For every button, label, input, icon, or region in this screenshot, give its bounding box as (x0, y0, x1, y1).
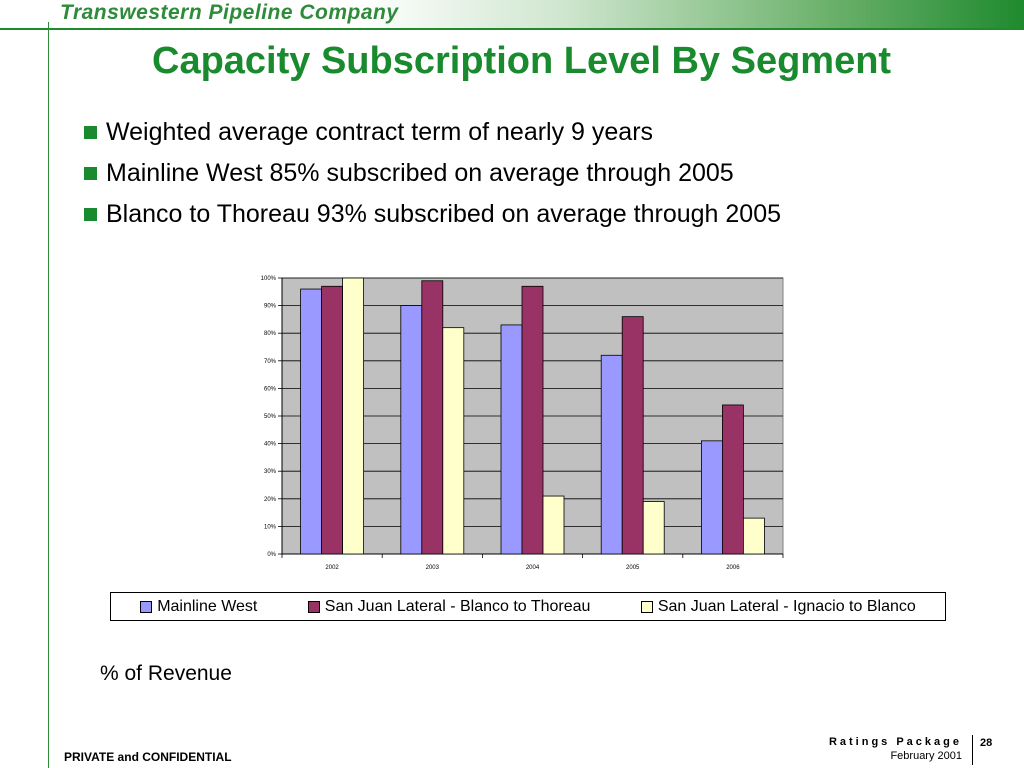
bar (300, 288, 322, 555)
square-bullet-icon (84, 208, 97, 221)
left-rule (48, 22, 49, 768)
y-tick-label: 30% (264, 469, 277, 475)
bar (621, 316, 644, 555)
header-band (0, 0, 1024, 30)
header-band-line (0, 28, 1024, 30)
y-tick-label: 40% (264, 442, 277, 448)
x-tick-label: 2005 (626, 565, 640, 571)
legend-swatch (307, 600, 320, 613)
bar (442, 327, 465, 555)
x-tick-label: 2006 (726, 565, 740, 571)
y-tick-label: 60% (264, 386, 277, 392)
company-name: Transwestern Pipeline Company (60, 1, 399, 24)
legend-swatch (640, 600, 653, 613)
bar (721, 404, 744, 555)
bar (743, 517, 765, 555)
slide-title: Capacity Subscription Level By Segment (152, 40, 892, 82)
bar (542, 495, 565, 555)
x-tick-label: 2004 (526, 565, 540, 571)
bullet-text: Mainline West 85% subscribed on average … (106, 159, 734, 187)
footer-package-block: Ratings Package February 2001 (829, 736, 962, 762)
y-tick-label: 10% (264, 524, 277, 530)
bar (342, 277, 364, 555)
y-tick-label: 20% (264, 497, 277, 503)
bullet-text: Weighted average contract term of nearly… (106, 118, 654, 146)
legend-label: San Juan Lateral - Blanco to Thoreau (324, 597, 591, 615)
footer-divider (972, 735, 973, 765)
confidential-label: PRIVATE and CONFIDENTIAL (64, 750, 232, 764)
bar (700, 440, 723, 555)
legend-item: Mainline West (140, 598, 257, 616)
y-tick-label: 80% (264, 331, 277, 337)
bar (642, 501, 665, 555)
y-tick-label: 0% (267, 552, 276, 558)
bar-chart: 0% 10% 20% 30% 40% 50% 60% 70% 80% 90% 100% 2002 200… (261, 276, 784, 571)
bullet-item: Mainline West 85% subscribed on average … (84, 153, 781, 194)
page-number: 28 (980, 737, 993, 749)
bullet-item: Blanco to Thoreau 93% subscribed on aver… (84, 194, 781, 235)
chart-caption: % of Revenue (100, 662, 232, 685)
x-tick-label: 2002 (325, 565, 339, 571)
legend-item: San Juan Lateral - Blanco to Thoreau (307, 597, 591, 616)
footer-date: February 2001 (890, 750, 962, 762)
bullet-list: Weighted average contract term of nearly… (84, 112, 781, 235)
bar (600, 354, 623, 555)
x-tick-label: 2003 (426, 565, 440, 571)
square-bullet-icon (84, 126, 97, 139)
legend-label: San Juan Lateral - Ignacio to Blanco (657, 597, 916, 615)
bar (321, 285, 343, 555)
bar (500, 324, 523, 555)
y-tick-label: 70% (264, 359, 277, 365)
legend-swatch (140, 600, 153, 613)
bullet-item: Weighted average contract term of nearly… (84, 112, 781, 153)
chart-legend: Mainline West San Juan Lateral - Blanco … (110, 592, 946, 621)
legend-label: Mainline West (157, 597, 258, 615)
bullet-text: Blanco to Thoreau 93% subscribed on aver… (106, 200, 782, 228)
package-label: Ratings Package (828, 736, 962, 748)
square-bullet-icon (84, 167, 97, 180)
bar (421, 280, 444, 555)
legend-item: San Juan Lateral - Ignacio to Blanco (640, 597, 916, 616)
y-tick-label: 100% (261, 276, 277, 282)
bar (400, 305, 423, 555)
bar (521, 285, 544, 555)
y-tick-label: 50% (264, 414, 277, 420)
y-tick-label: 90% (264, 304, 277, 310)
